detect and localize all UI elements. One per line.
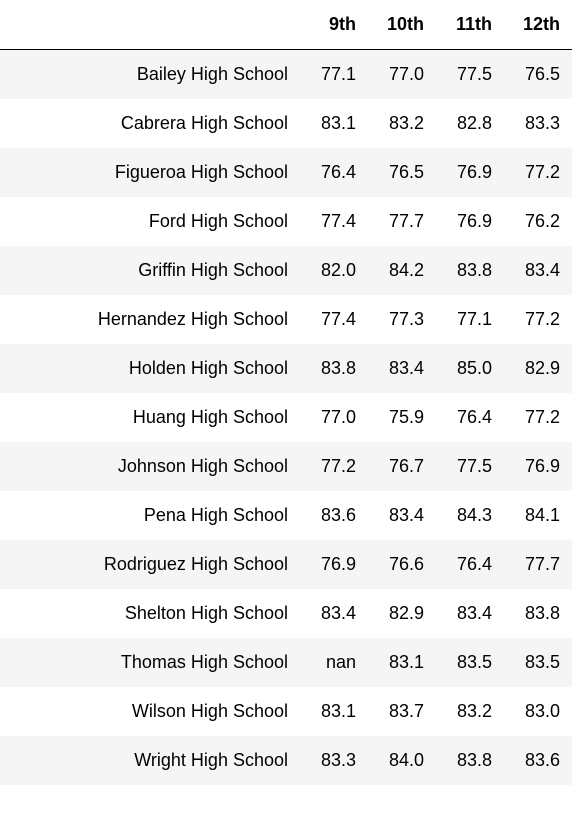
table-cell: 83.3 [300, 736, 368, 785]
table-cell: 76.9 [436, 197, 504, 246]
table-cell: 77.2 [504, 393, 572, 442]
table-cell: 77.7 [504, 540, 572, 589]
table-row: Wright High School83.384.083.883.6 [0, 736, 572, 785]
table-cell: 84.1 [504, 491, 572, 540]
table-cell: 83.4 [368, 344, 436, 393]
table-row: Hernandez High School77.477.377.177.2 [0, 295, 572, 344]
table-cell: 76.9 [300, 540, 368, 589]
table-row: Cabrera High School83.183.282.883.3 [0, 99, 572, 148]
table-cell: 83.1 [300, 687, 368, 736]
table-cell: 77.2 [504, 295, 572, 344]
table-row: Pena High School83.683.484.384.1 [0, 491, 572, 540]
table-cell: 83.8 [436, 246, 504, 295]
table-cell: 83.1 [300, 99, 368, 148]
column-header: 10th [368, 0, 436, 50]
table-cell: 83.4 [300, 589, 368, 638]
table-cell: 83.8 [504, 589, 572, 638]
table-cell: 83.0 [504, 687, 572, 736]
table-cell: 77.7 [368, 197, 436, 246]
table-row: Ford High School77.477.776.976.2 [0, 197, 572, 246]
table-cell: 76.4 [436, 393, 504, 442]
table-cell: nan [300, 638, 368, 687]
table-cell: 83.8 [300, 344, 368, 393]
table-cell: 83.2 [436, 687, 504, 736]
table-cell: 77.1 [436, 295, 504, 344]
table-row: Bailey High School77.177.077.576.5 [0, 50, 572, 100]
table-row: Rodriguez High School76.976.676.477.7 [0, 540, 572, 589]
row-label: Bailey High School [0, 50, 300, 100]
table-header-row: 9th 10th 11th 12th [0, 0, 572, 50]
row-label: Huang High School [0, 393, 300, 442]
table-cell: 83.4 [504, 246, 572, 295]
table-cell: 77.4 [300, 197, 368, 246]
table-cell: 77.0 [368, 50, 436, 100]
table-cell: 76.9 [436, 148, 504, 197]
table-cell: 76.4 [436, 540, 504, 589]
row-label: Pena High School [0, 491, 300, 540]
table-cell: 83.6 [300, 491, 368, 540]
column-header: 9th [300, 0, 368, 50]
table-row: Johnson High School77.276.777.576.9 [0, 442, 572, 491]
table-body: Bailey High School77.177.077.576.5Cabrer… [0, 50, 572, 786]
table-corner-cell [0, 0, 300, 50]
row-label: Wilson High School [0, 687, 300, 736]
table-row: Holden High School83.883.485.082.9 [0, 344, 572, 393]
row-label: Shelton High School [0, 589, 300, 638]
table-cell: 82.9 [504, 344, 572, 393]
row-label: Johnson High School [0, 442, 300, 491]
table-cell: 76.4 [300, 148, 368, 197]
table-cell: 77.2 [504, 148, 572, 197]
row-label: Ford High School [0, 197, 300, 246]
row-label: Holden High School [0, 344, 300, 393]
row-label: Figueroa High School [0, 148, 300, 197]
table-cell: 82.0 [300, 246, 368, 295]
table-cell: 76.5 [368, 148, 436, 197]
row-label: Thomas High School [0, 638, 300, 687]
table-cell: 83.3 [504, 99, 572, 148]
table-cell: 82.8 [436, 99, 504, 148]
table-cell: 76.9 [504, 442, 572, 491]
table-cell: 76.7 [368, 442, 436, 491]
table-row: Wilson High School83.183.783.283.0 [0, 687, 572, 736]
row-label: Griffin High School [0, 246, 300, 295]
table-cell: 77.5 [436, 50, 504, 100]
table-cell: 82.9 [368, 589, 436, 638]
table-cell: 85.0 [436, 344, 504, 393]
table-cell: 83.4 [368, 491, 436, 540]
row-label: Cabrera High School [0, 99, 300, 148]
table-cell: 76.6 [368, 540, 436, 589]
row-label: Wright High School [0, 736, 300, 785]
table-cell: 75.9 [368, 393, 436, 442]
table-cell: 84.2 [368, 246, 436, 295]
table-cell: 77.4 [300, 295, 368, 344]
scores-table: 9th 10th 11th 12th Bailey High School77.… [0, 0, 572, 785]
table-cell: 83.5 [504, 638, 572, 687]
table-cell: 77.0 [300, 393, 368, 442]
table-cell: 77.5 [436, 442, 504, 491]
table-cell: 83.8 [436, 736, 504, 785]
table-row: Griffin High School82.084.283.883.4 [0, 246, 572, 295]
table-cell: 77.2 [300, 442, 368, 491]
table-cell: 83.4 [436, 589, 504, 638]
table-cell: 83.2 [368, 99, 436, 148]
table-row: Huang High School77.075.976.477.2 [0, 393, 572, 442]
table-cell: 77.3 [368, 295, 436, 344]
table-cell: 83.5 [436, 638, 504, 687]
table-cell: 76.5 [504, 50, 572, 100]
table-cell: 83.7 [368, 687, 436, 736]
table-cell: 83.6 [504, 736, 572, 785]
table-row: Shelton High School83.482.983.483.8 [0, 589, 572, 638]
table-cell: 83.1 [368, 638, 436, 687]
table-cell: 84.0 [368, 736, 436, 785]
table-row: Figueroa High School76.476.576.977.2 [0, 148, 572, 197]
column-header: 12th [504, 0, 572, 50]
table-row: Thomas High Schoolnan83.183.583.5 [0, 638, 572, 687]
row-label: Rodriguez High School [0, 540, 300, 589]
table-cell: 76.2 [504, 197, 572, 246]
table-cell: 77.1 [300, 50, 368, 100]
row-label: Hernandez High School [0, 295, 300, 344]
column-header: 11th [436, 0, 504, 50]
table-cell: 84.3 [436, 491, 504, 540]
